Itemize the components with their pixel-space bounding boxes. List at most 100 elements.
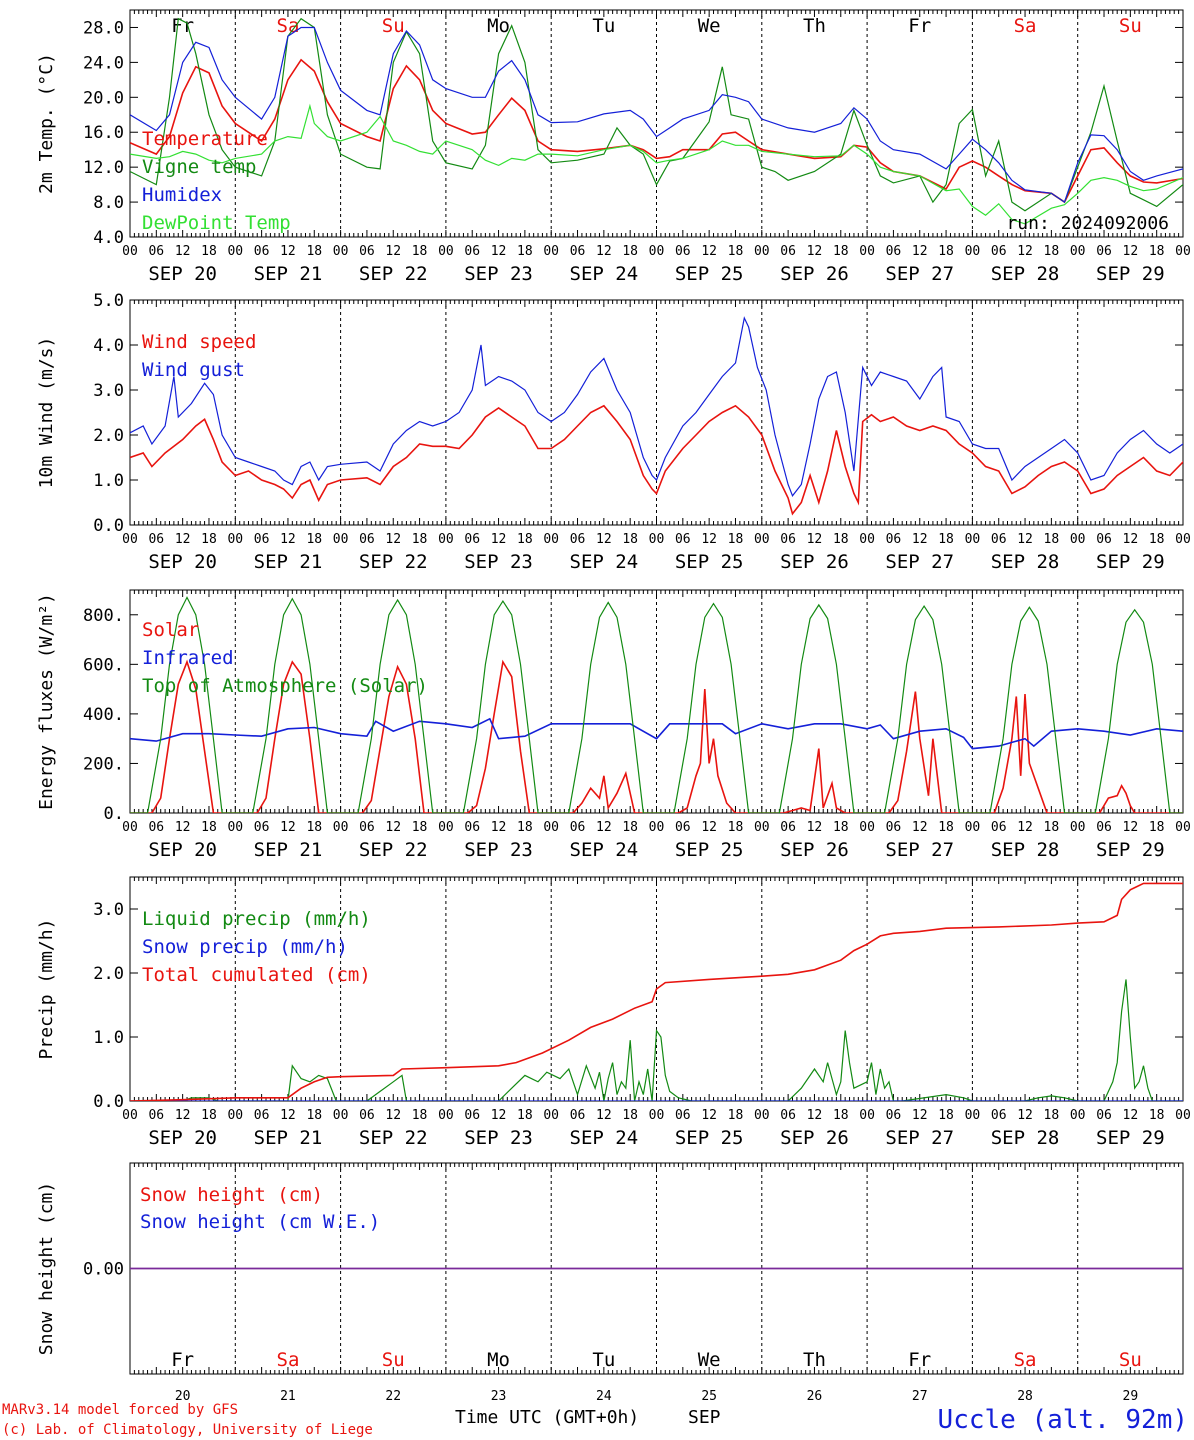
hour-tick-label: 06 (254, 820, 270, 835)
station-label: Uccle (alt. 92m) (938, 1405, 1188, 1435)
hour-tick-label: 12 (1123, 532, 1139, 547)
series-line (130, 316, 1183, 498)
hour-tick-label: 06 (359, 820, 375, 835)
hour-tick-label: 18 (517, 820, 533, 835)
hour-tick-label: 06 (148, 820, 164, 835)
series-line (130, 596, 1183, 813)
hour-tick-label: 06 (464, 244, 480, 259)
day-label: Fr (908, 15, 931, 37)
day-label: Fr (171, 1349, 194, 1371)
hour-tick-label: 06 (780, 820, 796, 835)
hour-tick-label: 06 (675, 1108, 691, 1123)
day-number-label: 23 (491, 1389, 507, 1404)
hour-tick-label: 06 (886, 532, 902, 547)
y-tick-label: 1.0 (93, 1028, 124, 1048)
hour-tick-label: 18 (412, 820, 428, 835)
day-number-label: 25 (701, 1389, 717, 1404)
hour-tick-label: 00 (122, 532, 138, 547)
hour-tick-label: 06 (886, 244, 902, 259)
day-label: Mo (487, 1349, 510, 1371)
hour-tick-label: 00 (754, 244, 770, 259)
hour-tick-label: 00 (227, 244, 243, 259)
hour-tick-label: 12 (1017, 820, 1033, 835)
y-tick-label: 2.0 (93, 426, 124, 446)
hour-tick-label: 18 (412, 244, 428, 259)
legend-entry: Total cumulated (cm) (142, 964, 371, 986)
hour-tick-label: 06 (148, 532, 164, 547)
y-tick-label: 2.0 (93, 964, 124, 984)
hour-tick-label: 06 (570, 820, 586, 835)
day-label: Su (382, 1349, 405, 1371)
hour-tick-label: 12 (807, 820, 823, 835)
hour-tick-label: 00 (227, 1108, 243, 1123)
y-tick-label: 0.00 (83, 1260, 124, 1280)
hour-tick-label: 12 (385, 244, 401, 259)
hour-tick-label: 12 (1123, 244, 1139, 259)
date-label: SEP 27 (885, 1127, 954, 1149)
hour-tick-label: 12 (491, 532, 507, 547)
hour-tick-label: 18 (728, 532, 744, 547)
y-axis-label: 2m Temp. (°C) (36, 53, 57, 194)
hour-tick-label: 00 (122, 1108, 138, 1123)
day-label: Th (803, 1349, 826, 1371)
hour-tick-label: 00 (859, 820, 875, 835)
series-line (130, 17, 1183, 212)
hour-tick-label: 18 (622, 1108, 638, 1123)
date-label: SEP 22 (359, 551, 428, 573)
y-tick-label: 3.0 (93, 381, 124, 401)
hour-tick-label: 18 (1044, 532, 1060, 547)
date-label: SEP 25 (675, 551, 744, 573)
day-number-label: 28 (1017, 1389, 1033, 1404)
hour-tick-label: 18 (728, 1108, 744, 1123)
y-tick-label: 0.0 (93, 516, 124, 536)
hour-tick-label: 18 (412, 1108, 428, 1123)
day-label: Su (1119, 1349, 1142, 1371)
hour-tick-label: 12 (701, 1108, 717, 1123)
run-annotation: run: 2024092006 (1006, 213, 1169, 234)
hour-tick-label: 18 (201, 1108, 217, 1123)
date-label: SEP 24 (570, 551, 639, 573)
legend-entry: Temperature (142, 128, 268, 150)
day-label: Tu (592, 15, 615, 37)
hour-tick-label: 18 (938, 532, 954, 547)
hour-tick-label: 06 (464, 1108, 480, 1123)
hour-tick-label: 06 (148, 1108, 164, 1123)
day-label: Th (803, 15, 826, 37)
date-label: SEP 24 (570, 839, 639, 861)
hour-tick-label: 18 (938, 244, 954, 259)
hour-tick-label: 18 (1044, 244, 1060, 259)
series-line (130, 659, 1183, 813)
series-line (130, 26, 1183, 204)
date-label: SEP 21 (254, 551, 323, 573)
hour-tick-label: 12 (175, 244, 191, 259)
hour-tick-label: 18 (833, 1108, 849, 1123)
date-label: SEP 24 (570, 1127, 639, 1149)
hour-tick-label: 00 (859, 244, 875, 259)
hour-tick-label: 18 (517, 244, 533, 259)
hour-tick-label: 12 (385, 1108, 401, 1123)
hour-tick-label: 12 (596, 244, 612, 259)
hour-tick-label: 00 (438, 820, 454, 835)
hour-tick-label: 00 (1175, 820, 1191, 835)
hour-tick-label: 06 (570, 244, 586, 259)
hour-tick-label: 12 (912, 532, 928, 547)
date-label: SEP 29 (1096, 263, 1165, 285)
series-line (130, 103, 1183, 225)
hour-tick-label: 00 (1070, 1108, 1086, 1123)
hour-tick-label: 00 (965, 1108, 981, 1123)
y-tick-label: 200. (83, 754, 124, 774)
date-label: SEP 26 (780, 839, 849, 861)
hour-tick-label: 06 (359, 532, 375, 547)
model-credit-line2: (c) Lab. of Climatology, University of L… (2, 1422, 373, 1438)
hour-tick-label: 06 (359, 1108, 375, 1123)
hour-tick-label: 06 (1096, 244, 1112, 259)
y-axis-label: 10m Wind (m/s) (36, 337, 57, 489)
date-label: SEP 26 (780, 551, 849, 573)
y-axis-label: Snow height (cm) (36, 1182, 57, 1355)
hour-tick-label: 12 (491, 1108, 507, 1123)
date-label: SEP 29 (1096, 551, 1165, 573)
hour-tick-label: 06 (1096, 532, 1112, 547)
hour-tick-label: 18 (728, 244, 744, 259)
y-tick-label: 20.0 (83, 88, 124, 108)
